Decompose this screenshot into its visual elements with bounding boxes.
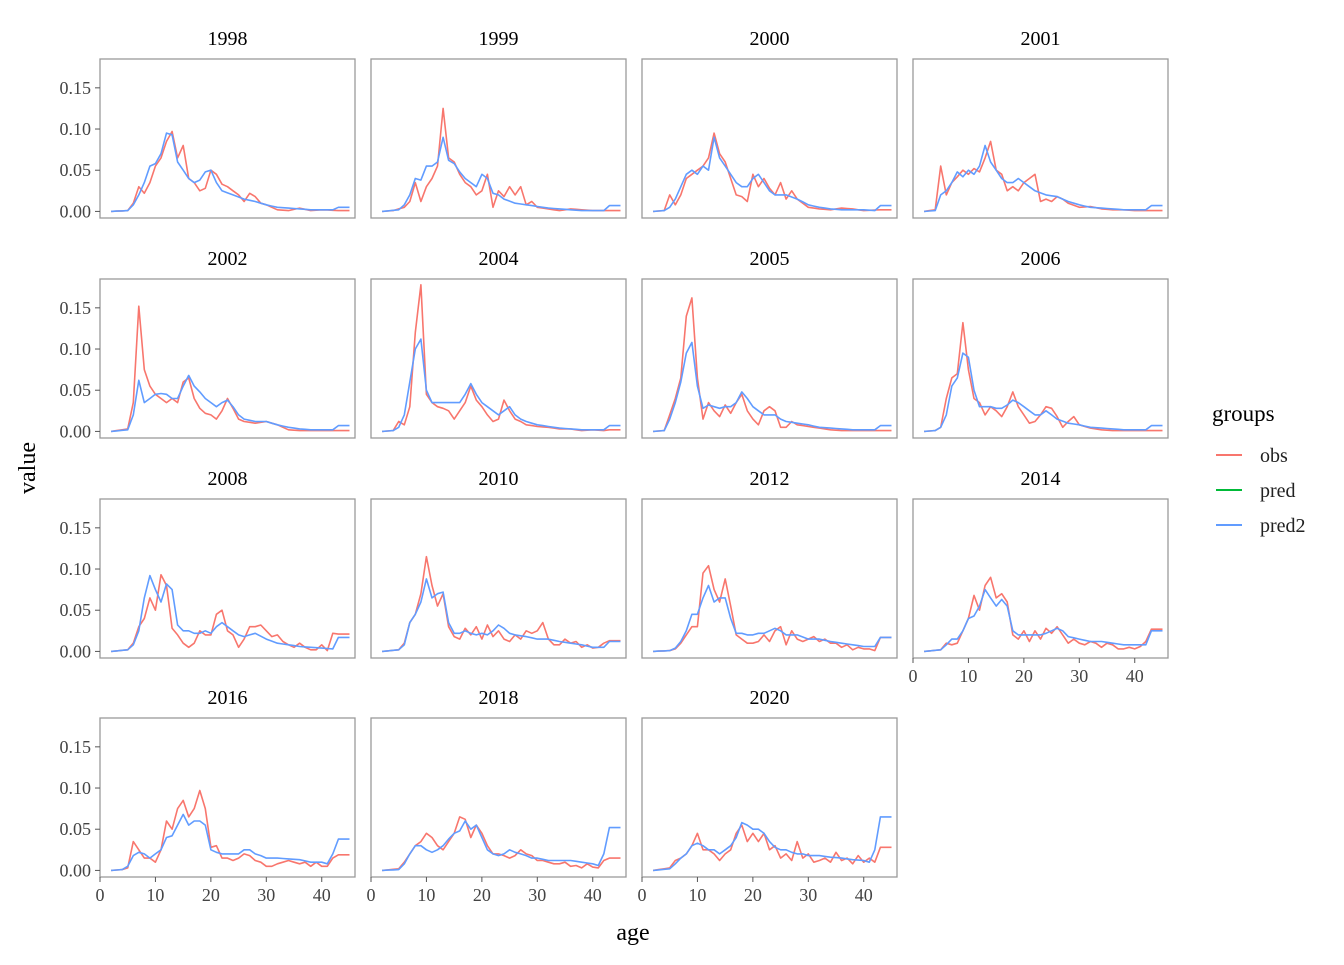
panel-2008-ytick-label: 0.15 bbox=[60, 518, 92, 538]
panel-2004-strip-label: 2004 bbox=[479, 248, 519, 270]
panel-2008-strip-label: 2008 bbox=[208, 468, 248, 490]
panel-2014-xtick-label: 0 bbox=[909, 666, 918, 686]
panel-2014-xtick-label: 20 bbox=[1015, 666, 1033, 686]
panel-2020-xtick-label: 20 bbox=[744, 885, 762, 905]
panel-2016-ytick-label: 0.00 bbox=[60, 860, 92, 880]
panel-2002-ytick-label: 0.00 bbox=[60, 421, 92, 441]
panel-2000-strip-label: 2000 bbox=[750, 28, 790, 50]
panel-2010-strip-label: 2010 bbox=[479, 468, 519, 490]
panel-2001-strip-label: 2001 bbox=[1021, 28, 1061, 50]
panel-2016-xtick-label: 10 bbox=[146, 885, 164, 905]
y-axis-title: value bbox=[15, 442, 41, 494]
panel-2020-xtick-label: 0 bbox=[638, 885, 647, 905]
panel-2016-ytick-label: 0.10 bbox=[60, 778, 92, 798]
panel-2018-strip-label: 2018 bbox=[479, 687, 519, 709]
panel-2010-frame bbox=[371, 499, 626, 658]
panel-2016-ytick-label: 0.05 bbox=[60, 819, 92, 839]
panel-2016-xtick-label: 0 bbox=[96, 885, 105, 905]
panel-2016-xtick-label: 20 bbox=[202, 885, 220, 905]
panel-2006-strip-label: 2006 bbox=[1021, 248, 1061, 270]
panel-2008-ytick-label: 0.05 bbox=[60, 600, 92, 620]
legend-label-pred: pred bbox=[1260, 480, 1296, 502]
panel-1999-strip-label: 1999 bbox=[479, 28, 519, 50]
panel-2016-xtick-label: 30 bbox=[257, 885, 275, 905]
panel-2018-xtick-label: 0 bbox=[367, 885, 376, 905]
panel-2020-strip-label: 2020 bbox=[750, 687, 790, 709]
panel-2014-strip-label: 2014 bbox=[1021, 468, 1061, 490]
panel-2016-ytick-label: 0.15 bbox=[60, 737, 92, 757]
panel-2002-strip-label: 2002 bbox=[208, 248, 248, 270]
panel-2014-xtick-label: 10 bbox=[959, 666, 977, 686]
panel-2012-strip-label: 2012 bbox=[750, 468, 790, 490]
panel-2002-ytick-label: 0.10 bbox=[60, 339, 92, 359]
panel-2002-ytick-label: 0.05 bbox=[60, 380, 92, 400]
panel-2002-ytick-label: 0.15 bbox=[60, 298, 92, 318]
panel-1998-ytick-label: 0.10 bbox=[60, 119, 92, 139]
panel-1998-frame bbox=[100, 59, 355, 218]
x-axis-title: age bbox=[616, 920, 649, 946]
panel-2020-frame bbox=[642, 718, 897, 877]
panel-2016-xtick-label: 40 bbox=[313, 885, 331, 905]
panel-1998-strip-label: 1998 bbox=[208, 28, 248, 50]
panel-2018-xtick-label: 20 bbox=[473, 885, 491, 905]
panel-2014-xtick-label: 30 bbox=[1070, 666, 1088, 686]
panel-2008-ytick-label: 0.00 bbox=[60, 641, 92, 661]
panel-2012-frame bbox=[642, 499, 897, 658]
legend-entries: obs pred pred2 bbox=[1216, 445, 1306, 537]
panel-2008-ytick-label: 0.10 bbox=[60, 559, 92, 579]
panel-2005-strip-label: 2005 bbox=[750, 248, 790, 270]
panel-2016-strip-label: 2016 bbox=[208, 687, 248, 709]
legend-label-pred2: pred2 bbox=[1260, 515, 1306, 537]
panel-2018-xtick-label: 10 bbox=[417, 885, 435, 905]
legend: groups obs pred pred2 bbox=[1212, 401, 1306, 537]
panel-2001-frame bbox=[913, 59, 1168, 218]
legend-title: groups bbox=[1212, 401, 1275, 426]
panel-2002-frame bbox=[100, 279, 355, 438]
panel-2020-xtick-label: 30 bbox=[799, 885, 817, 905]
panel-2018-xtick-label: 30 bbox=[528, 885, 546, 905]
panel-2018-xtick-label: 40 bbox=[584, 885, 602, 905]
legend-label-obs: obs bbox=[1260, 445, 1288, 467]
panel-1998-ytick-label: 0.00 bbox=[60, 201, 92, 221]
panel-1998-ytick-label: 0.05 bbox=[60, 160, 92, 180]
panel-2014-xtick-label: 40 bbox=[1126, 666, 1144, 686]
panel-1998-ytick-label: 0.15 bbox=[60, 78, 92, 98]
panel-2020-xtick-label: 40 bbox=[855, 885, 873, 905]
panel-2020-xtick-label: 10 bbox=[688, 885, 706, 905]
